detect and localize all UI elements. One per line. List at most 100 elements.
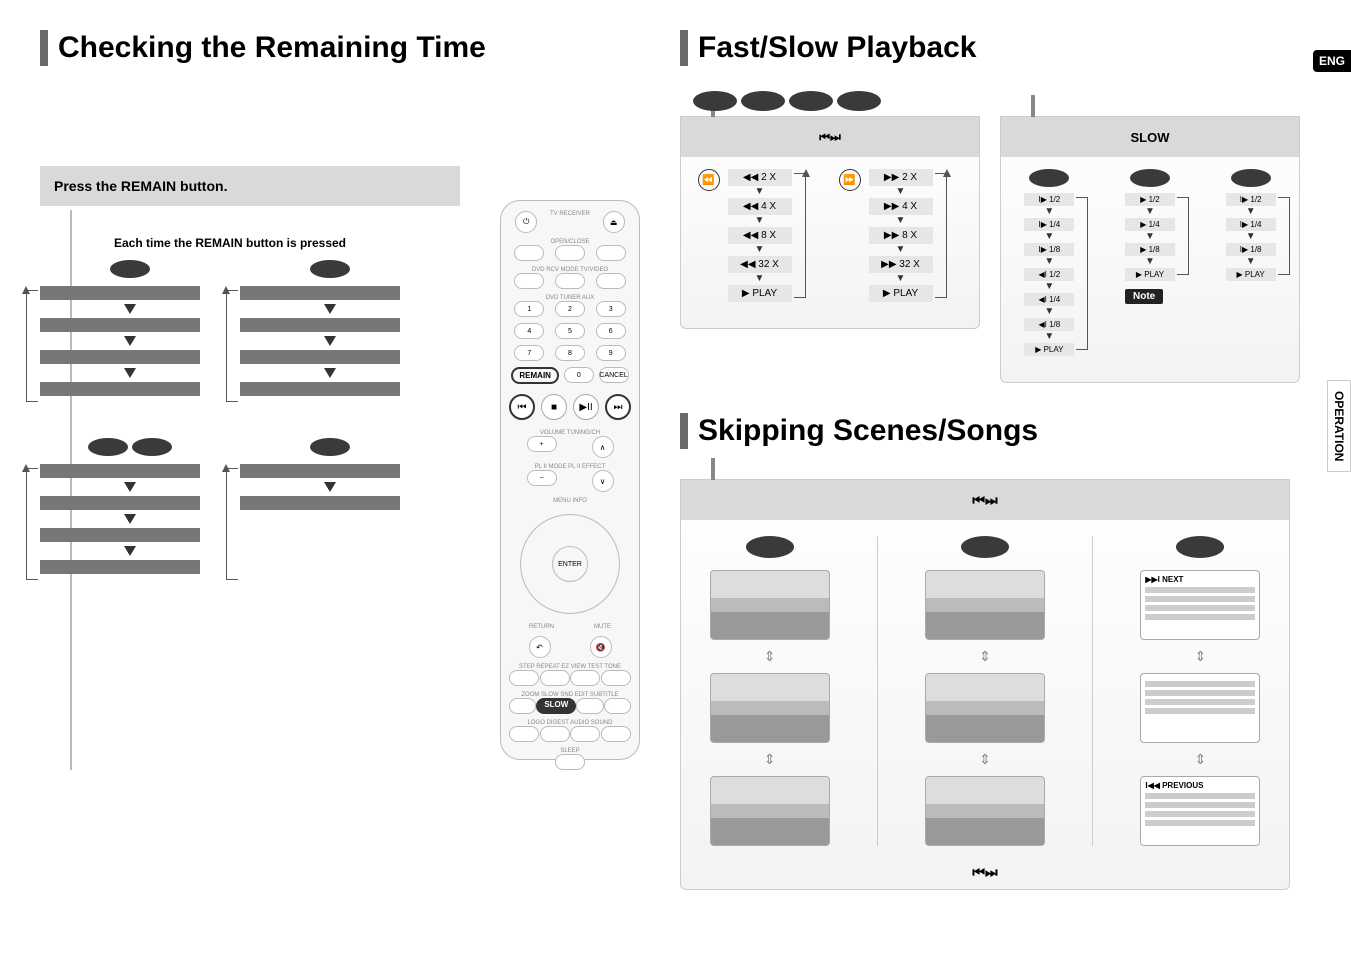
state-row <box>240 496 400 510</box>
arrow-down-icon: ▼ <box>1125 208 1175 216</box>
panel-tab-icon <box>711 458 715 480</box>
arrow-down-icon: ▼ <box>1024 208 1074 216</box>
slow-column: I▶ 1/2▼I▶ 1/4▼I▶ 1/8▼◀I 1/2▼◀I 1/4▼◀I 1/… <box>1024 169 1074 358</box>
fast-panel-head: ⏮⏭ <box>681 117 979 157</box>
skip-columns: ⇕⇕⇕⇕▶▶I NEXT⇕⇕I◀◀ PREVIOUS <box>681 520 1289 856</box>
mode-button-2[interactable] <box>596 245 626 261</box>
sound-button[interactable] <box>601 726 631 742</box>
speed-column-ff: ⏩▶▶ 2 X▼▶▶ 4 X▼▶▶ 8 X▼▶▶ 32 X▼▶ PLAY <box>869 169 933 304</box>
arrow-down-icon <box>324 336 336 346</box>
track-screen <box>1140 673 1260 743</box>
slow-button[interactable]: SLOW <box>536 698 576 714</box>
transition-icon: ⇕ <box>979 751 991 768</box>
ez-view-button[interactable] <box>570 670 600 686</box>
speed-step: ◀◀ 8 X <box>728 227 792 244</box>
play-pause-button[interactable]: ▶II <box>573 394 599 420</box>
speed-step: ◀I 1/8 <box>1024 318 1074 331</box>
arrow-down-icon: ▼ <box>1125 233 1175 241</box>
next-button[interactable]: ⏭ <box>605 394 631 420</box>
prev-next-icons: ⏮⏭ <box>972 492 997 509</box>
return-button[interactable]: ↶ <box>529 636 551 658</box>
speed-step: ▶▶ 4 X <box>869 198 933 215</box>
subtitle-button[interactable] <box>604 698 631 714</box>
arrow-down-icon: ▼ <box>1024 283 1074 291</box>
arrow-down-icon <box>124 482 136 492</box>
skip-column: ⇕⇕ <box>710 536 830 846</box>
source-button-0[interactable] <box>514 273 544 289</box>
media-pill-icon <box>310 438 350 456</box>
arrow-down-icon <box>124 304 136 314</box>
speed-step: ▶ PLAY <box>1024 343 1074 356</box>
open-close-button[interactable]: ⏏ <box>603 211 625 233</box>
source-button-1[interactable] <box>555 273 585 289</box>
arrow-down-icon <box>124 546 136 556</box>
arrow-down-icon <box>324 304 336 314</box>
repeat-button[interactable] <box>540 670 570 686</box>
scene-thumbnail <box>710 776 830 846</box>
media-pill-icon <box>693 91 737 111</box>
state-row <box>40 286 200 300</box>
speed-step: I▶ 1/8 <box>1024 243 1074 256</box>
speed-step: ◀I 1/2 <box>1024 268 1074 281</box>
media-pill-icon <box>1231 169 1271 187</box>
power-button[interactable]: ⏻ <box>515 211 537 233</box>
num-0-button[interactable]: 0 <box>564 367 594 383</box>
audio-button[interactable] <box>570 726 600 742</box>
snd-edit-button[interactable] <box>576 698 603 714</box>
skip-column: ⇕⇕ <box>925 536 1045 846</box>
test-tone-button[interactable] <box>601 670 631 686</box>
title-bar-icon <box>680 413 688 449</box>
num-4-button[interactable]: 4 <box>514 323 544 339</box>
num-2-button[interactable]: 2 <box>555 301 585 317</box>
digest-button[interactable] <box>540 726 570 742</box>
zoom-button[interactable] <box>509 698 536 714</box>
transition-icon: ⇕ <box>764 648 776 665</box>
media-pill-icon <box>961 536 1009 558</box>
panel-tab-icon <box>1031 95 1035 117</box>
media-pill-icon <box>789 91 833 111</box>
fast-media-pills <box>693 91 881 111</box>
vol-down-button[interactable]: − <box>527 470 557 486</box>
logo-button[interactable] <box>509 726 539 742</box>
cancel-button[interactable]: CANCEL <box>599 367 629 383</box>
sleep-button[interactable] <box>555 754 585 770</box>
num-9-button[interactable]: 9 <box>596 345 626 361</box>
num-6-button[interactable]: 6 <box>596 323 626 339</box>
tune-up-button[interactable]: ∧ <box>592 436 614 458</box>
num-8-button[interactable]: 8 <box>555 345 585 361</box>
media-pill-icon <box>310 260 350 278</box>
remote-label: TV RECEIVER <box>550 211 590 233</box>
mute-button[interactable]: 🔇 <box>590 636 612 658</box>
num-7-button[interactable]: 7 <box>514 345 544 361</box>
left-section: Checking the Remaining Time Press the RE… <box>40 30 640 586</box>
state-block <box>240 260 420 408</box>
transition-icon: ⇕ <box>764 751 776 768</box>
loop-line-icon <box>935 173 947 298</box>
speed-step: ▶▶ 2 X <box>869 169 933 186</box>
vol-up-button[interactable]: + <box>527 436 557 452</box>
prev-button[interactable]: ⏮ <box>509 394 535 420</box>
source-button-2[interactable] <box>596 273 626 289</box>
loop-arrow-icon <box>222 286 230 294</box>
media-pill-icon <box>1029 169 1069 187</box>
dpad[interactable]: ENTER <box>520 514 620 614</box>
media-pill-icon <box>1176 536 1224 558</box>
remain-button[interactable]: REMAIN <box>511 367 559 384</box>
mode-button-1[interactable] <box>555 245 585 261</box>
stop-button[interactable]: ■ <box>541 394 567 420</box>
transition-icon: ⇕ <box>979 648 991 665</box>
title-text: Checking the Remaining Time <box>58 31 486 65</box>
num-1-button[interactable]: 1 <box>514 301 544 317</box>
title-remaining-time: Checking the Remaining Time <box>40 30 640 66</box>
state-row <box>240 350 400 364</box>
mode-button-0[interactable] <box>514 245 544 261</box>
arrow-down-icon: ▼ <box>1024 308 1074 316</box>
tune-down-button[interactable]: ∨ <box>592 470 614 492</box>
num-3-button[interactable]: 3 <box>596 301 626 317</box>
rew-icon: ⏪ <box>698 169 720 191</box>
step-button[interactable] <box>509 670 539 686</box>
enter-button[interactable]: ENTER <box>552 546 588 582</box>
num-5-button[interactable]: 5 <box>555 323 585 339</box>
loop-line-icon <box>226 290 238 402</box>
slow-panel-head: SLOW <box>1001 117 1299 157</box>
